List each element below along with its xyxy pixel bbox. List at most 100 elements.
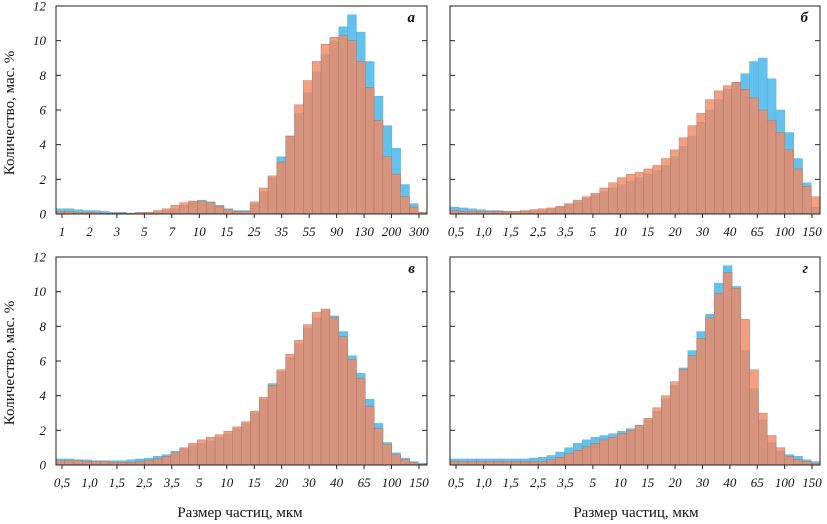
x-tick-label: 5 <box>196 475 203 490</box>
y-tick-label: 12 <box>33 0 47 14</box>
bar <box>170 452 181 466</box>
bar <box>294 104 304 215</box>
bar <box>197 439 207 466</box>
bar <box>135 461 145 466</box>
bar <box>458 461 468 466</box>
bar <box>214 434 225 466</box>
bar <box>749 97 759 215</box>
bar <box>223 431 234 466</box>
bar <box>214 205 225 215</box>
bar <box>617 177 627 215</box>
bar <box>714 293 724 466</box>
x-tick-label: 3 <box>113 224 121 239</box>
bar <box>722 85 733 215</box>
bar <box>758 412 768 466</box>
x-tick-label: 1 <box>59 224 66 239</box>
x-tick-label: 10 <box>614 475 628 490</box>
x-tick-label: 35 <box>274 224 289 239</box>
bar <box>581 446 592 466</box>
bar <box>197 200 207 215</box>
bar <box>329 317 340 466</box>
bar <box>152 210 163 215</box>
bar <box>705 99 715 215</box>
x-tick-label: 7 <box>169 224 176 239</box>
bar <box>188 443 198 466</box>
x-tick-label: 40 <box>330 475 344 490</box>
bar <box>64 460 75 466</box>
bar <box>485 461 495 466</box>
bar <box>573 450 583 466</box>
bar <box>364 87 375 215</box>
bar <box>802 186 812 215</box>
x-tick-label: 2,5 <box>530 224 547 239</box>
bar <box>634 172 645 215</box>
bar <box>250 201 260 215</box>
x-tick-label: 0,5 <box>448 224 465 239</box>
bar <box>678 369 689 466</box>
panel-letter: а <box>408 10 416 26</box>
panel-letter: г <box>802 261 808 277</box>
x-tick-label: 2,5 <box>136 475 153 490</box>
bar <box>625 173 636 215</box>
bar <box>347 359 357 466</box>
bar <box>449 210 460 215</box>
y-tick-label: 4 <box>40 388 47 403</box>
bar <box>731 288 742 466</box>
bar <box>493 461 504 466</box>
y-tick-label: 10 <box>33 33 47 48</box>
x-tick-label: 2 <box>86 224 93 239</box>
x-tick-label: 30 <box>695 224 710 239</box>
bar <box>784 149 794 215</box>
bar <box>608 182 618 215</box>
bar <box>364 405 375 466</box>
bar <box>670 149 680 215</box>
bar <box>223 209 234 215</box>
bar <box>643 418 653 466</box>
bar <box>775 132 786 215</box>
bar <box>696 338 706 466</box>
chart-panel-г: 0,5 1,0 1,5 2,5 3,5 5 10 15 20 30 40 65 100 150 г <box>448 256 822 490</box>
bar-series-orange <box>449 82 821 215</box>
bar <box>285 353 295 466</box>
bar <box>555 205 565 215</box>
bar <box>311 61 322 215</box>
bar <box>232 426 242 466</box>
bar <box>276 161 287 215</box>
bar <box>573 199 583 215</box>
bar <box>161 456 172 466</box>
bar <box>320 308 331 466</box>
bar <box>784 456 794 466</box>
bar <box>267 385 278 466</box>
bar <box>294 340 304 466</box>
bar <box>731 82 742 215</box>
x-tick-label: 15 <box>641 224 655 239</box>
x-tick-label: 3,5 <box>556 475 574 490</box>
x-tick-label: 65 <box>751 224 765 239</box>
bar <box>303 80 313 215</box>
bar <box>740 319 750 466</box>
bar <box>467 461 477 466</box>
bar <box>99 461 110 466</box>
bar <box>391 454 401 466</box>
x-tick-label: 1,0 <box>475 224 492 239</box>
bar <box>590 443 601 466</box>
bar <box>285 135 295 215</box>
bar <box>179 202 189 215</box>
x-tick-label: 40 <box>723 224 737 239</box>
bar <box>705 317 715 466</box>
x-tick-label: 1,0 <box>81 475 98 490</box>
bar <box>188 200 198 215</box>
bar <box>449 461 460 466</box>
x-tick-label: 150 <box>409 475 429 490</box>
bar <box>599 187 609 215</box>
x-tick-label: 1,5 <box>109 475 126 490</box>
y-tick-label: 8 <box>40 68 47 83</box>
bar <box>766 435 777 466</box>
x-tick-label: 100 <box>775 224 795 239</box>
bar <box>205 202 216 215</box>
x-tick-label: 5 <box>141 224 148 239</box>
x-tick-label: 10 <box>614 224 628 239</box>
y-tick-label: 2 <box>40 172 47 187</box>
